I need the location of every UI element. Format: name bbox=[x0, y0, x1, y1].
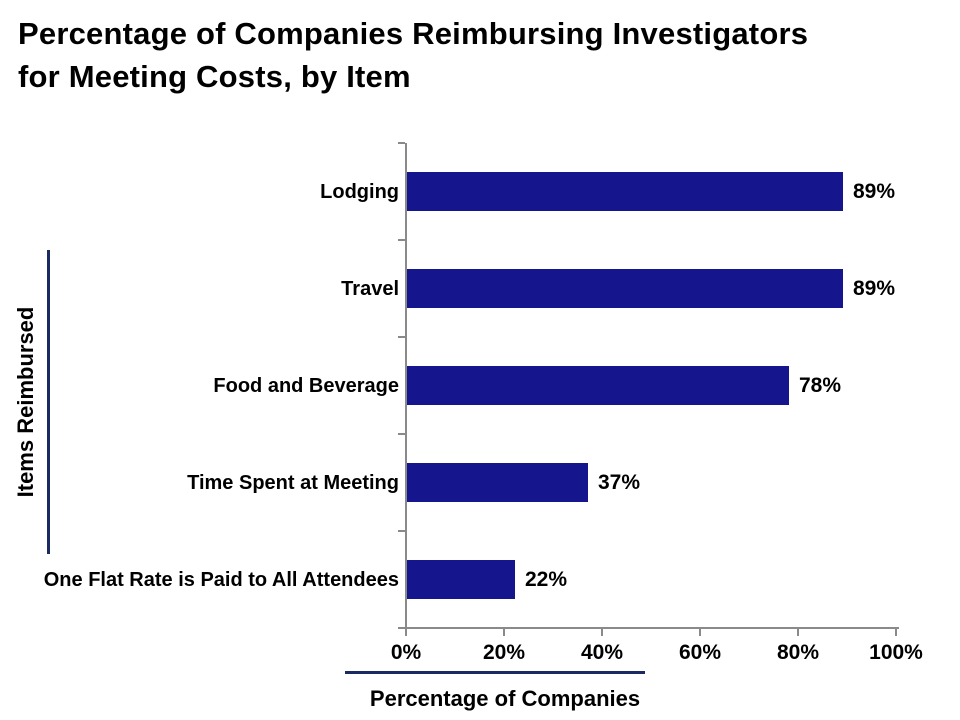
value-label: 22% bbox=[525, 567, 568, 591]
x-axis-tick-label: 100% bbox=[869, 641, 923, 664]
category-label: Food and Beverage bbox=[213, 374, 399, 397]
bar bbox=[407, 366, 789, 405]
x-axis-title: Percentage of Companies bbox=[369, 686, 641, 711]
category-label: One Flat Rate is Paid to All Attendees bbox=[43, 568, 399, 591]
x-axis-tick bbox=[895, 627, 897, 636]
category-label: Travel bbox=[341, 277, 399, 300]
y-axis-tick bbox=[398, 433, 405, 435]
value-label: 78% bbox=[799, 373, 842, 397]
value-label: 89% bbox=[853, 179, 896, 203]
category-label: Lodging bbox=[320, 180, 399, 203]
y-axis-tick bbox=[398, 627, 405, 629]
x-axis-accent-line bbox=[345, 671, 645, 674]
x-axis-tick bbox=[503, 627, 505, 636]
y-axis-accent-line bbox=[47, 250, 50, 554]
x-axis-tick-label: 20% bbox=[482, 641, 526, 664]
chart-title-line-2: for Meeting Costs, by Item bbox=[18, 59, 411, 94]
x-axis-tick-label: 80% bbox=[776, 641, 820, 664]
x-axis-line bbox=[405, 627, 899, 629]
x-axis-tick-label: 60% bbox=[678, 641, 722, 664]
value-label: 89% bbox=[853, 276, 896, 300]
bar bbox=[407, 463, 588, 502]
y-axis-tick bbox=[398, 530, 405, 532]
y-axis-tick bbox=[398, 239, 405, 241]
bar bbox=[407, 560, 515, 599]
x-axis-tick-label: 0% bbox=[390, 641, 422, 664]
x-axis-tick bbox=[699, 627, 701, 636]
y-axis-tick bbox=[398, 336, 405, 338]
x-axis-tick bbox=[797, 627, 799, 636]
bar bbox=[407, 172, 843, 211]
y-axis-line bbox=[405, 143, 407, 629]
category-label: Time Spent at Meeting bbox=[187, 471, 399, 494]
chart-title-line-1: Percentage of Companies Reimbursing Inve… bbox=[18, 16, 809, 51]
x-axis-tick-label: 40% bbox=[580, 641, 624, 664]
x-axis-tick bbox=[405, 627, 407, 636]
x-axis-tick bbox=[601, 627, 603, 636]
value-label: 37% bbox=[598, 470, 641, 494]
chart-title: Percentage of Companies Reimbursing Inve… bbox=[18, 12, 808, 98]
bar bbox=[407, 269, 843, 308]
y-axis-tick bbox=[398, 142, 405, 144]
